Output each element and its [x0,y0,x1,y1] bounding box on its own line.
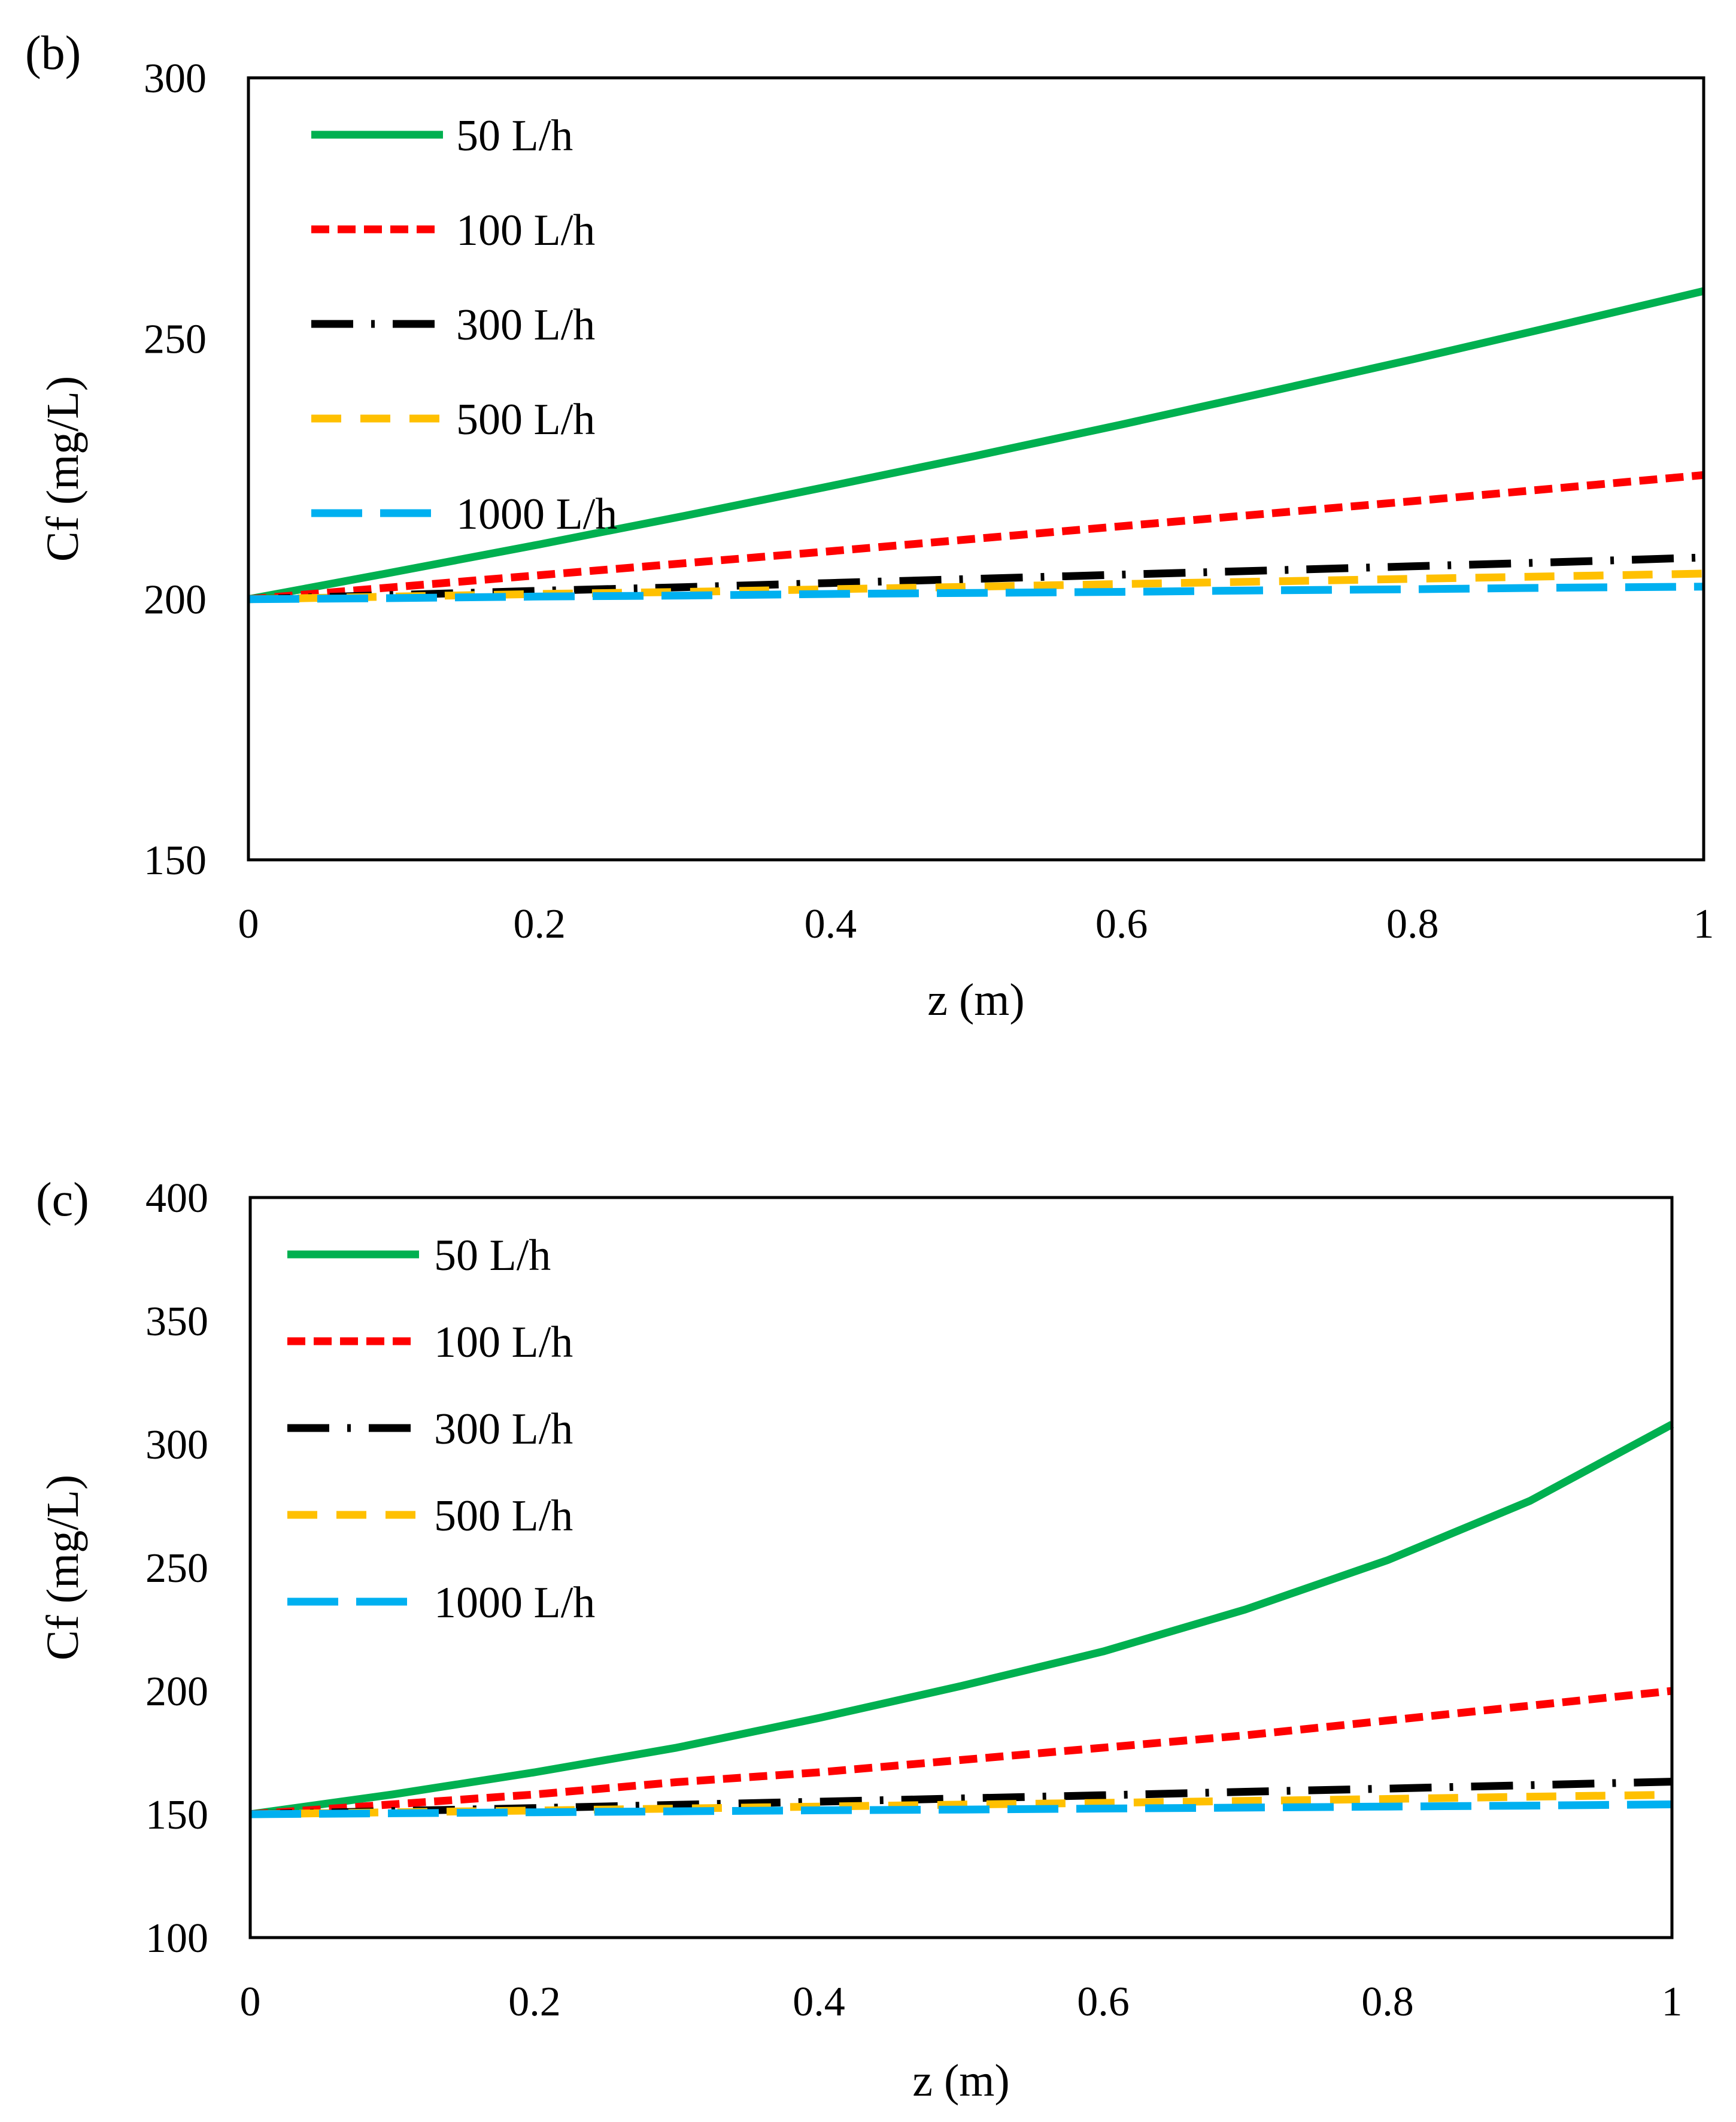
x-tick-label: 0.6 [1095,901,1148,947]
legend: 50 L/h 100 L/h 300 L/h 500 L/h 1000 L/h [311,111,617,539]
y-tick-label: 300 [145,1422,208,1468]
y-tick-label: 150 [144,838,207,884]
legend-label: 1000 L/h [434,1578,595,1627]
y-tick-label: 250 [145,1545,208,1592]
series-line-100-l-h [248,471,1704,604]
y-axis-title: Cf (mg/L) [38,376,88,562]
y-tick-label: 150 [145,1792,208,1838]
plot-area-frame [248,1196,1674,1939]
y-tick-label: 400 [145,1175,208,1221]
chart-panel-1: 150 200 250 300 0 0.2 0.4 0.6 0.8 1 z (m) Cf (mg/L)… [25,27,1714,1025]
y-axis-title: Cf (mg/L) [38,1475,88,1660]
legend: 50 L/h 100 L/h 300 L/h 500 L/h 1000 L/h [287,1231,595,1627]
series-line-1000-l-h [248,583,1704,604]
legend-label: 50 L/h [434,1231,551,1280]
chart-panel-2: 100 150 200 250 300 350 400 0 0.2 0.4 0.6 0.8 1 z (m)… [36,1174,1683,2106]
legend-label: 500 L/h [456,395,595,444]
y-tick-label: 250 [144,316,207,362]
series-line-100-l-h [250,1687,1673,1818]
series-line-500-l-h [250,1791,1673,1818]
series-line-50-l-h [247,287,1705,604]
y-tick-label: 200 [144,577,207,623]
x-tick-label: 0.2 [508,1979,561,2025]
x-axis-title: z (m) [912,2056,1009,2106]
x-tick-label: 0.6 [1077,1979,1130,2025]
y-tick-label: 200 [145,1669,208,1715]
legend-label: 100 L/h [434,1318,573,1367]
x-tick-label: 0.8 [1386,901,1439,947]
panel-label: (b) [25,27,81,80]
y-tick-label: 100 [145,1915,208,1962]
x-tick-label: 0 [240,1979,261,2025]
x-tick-label: 1 [1693,901,1714,947]
legend-label: 500 L/h [434,1492,573,1541]
plot-area-frame [247,76,1705,862]
x-axis-title: z (m) [927,975,1024,1025]
legend-label: 300 L/h [434,1405,573,1454]
legend-label: 100 L/h [456,206,595,255]
x-tick-label: 0.2 [513,901,566,947]
y-tick-label: 300 [144,56,207,102]
y-tick-label: 350 [145,1299,208,1345]
series-line-50-l-h [250,1421,1674,1818]
series-line-1000-l-h [250,1800,1673,1818]
x-tick-label: 1 [1662,1979,1683,2025]
panel-label: (c) [36,1174,89,1226]
legend-label: 50 L/h [456,111,573,160]
x-tick-label: 0.8 [1361,1979,1414,2025]
legend-label: 300 L/h [456,301,595,350]
x-tick-label: 0.4 [805,901,857,947]
legend-label: 1000 L/h [456,490,617,539]
x-tick-label: 0.4 [793,1979,845,2025]
x-tick-label: 0 [238,901,259,947]
